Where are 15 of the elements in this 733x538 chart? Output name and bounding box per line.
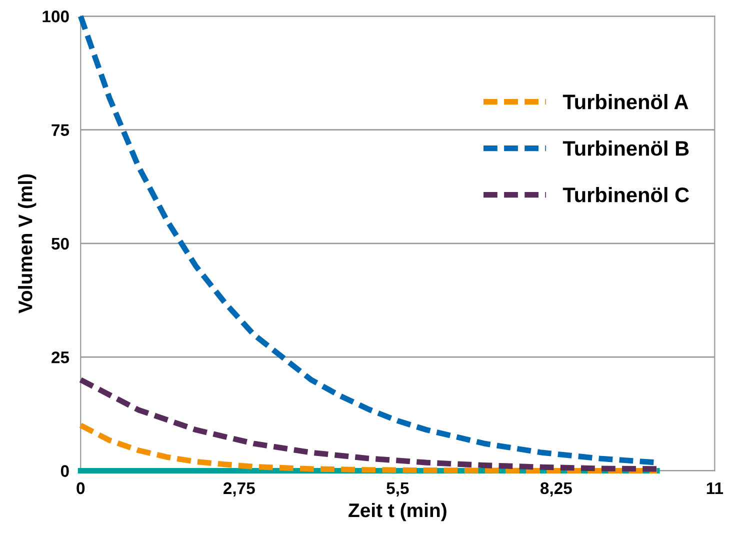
x-axis-title: Zeit t (min) (348, 502, 446, 522)
x-tick-label: 11 (706, 482, 724, 494)
y-tick-label: 0 (60, 465, 69, 477)
legend-label: Turbinenöl B (562, 140, 689, 156)
y-tick-label: 25 (52, 352, 70, 364)
x-tick-label: 8,25 (540, 482, 572, 497)
y-tick-label: 100 (42, 10, 69, 22)
y-axis-title: Volumen V (ml) (18, 174, 36, 314)
y-tick-label: 75 (52, 124, 70, 136)
y-tick-label: 50 (51, 238, 69, 250)
x-tick-label: 5,5 (386, 482, 409, 497)
x-tick-label: 2,75 (224, 482, 255, 497)
legend-label: Turbinenöl A (562, 94, 688, 110)
legend-label: Turbinenöl C (562, 186, 690, 202)
x-tick-label: 0 (76, 482, 85, 494)
